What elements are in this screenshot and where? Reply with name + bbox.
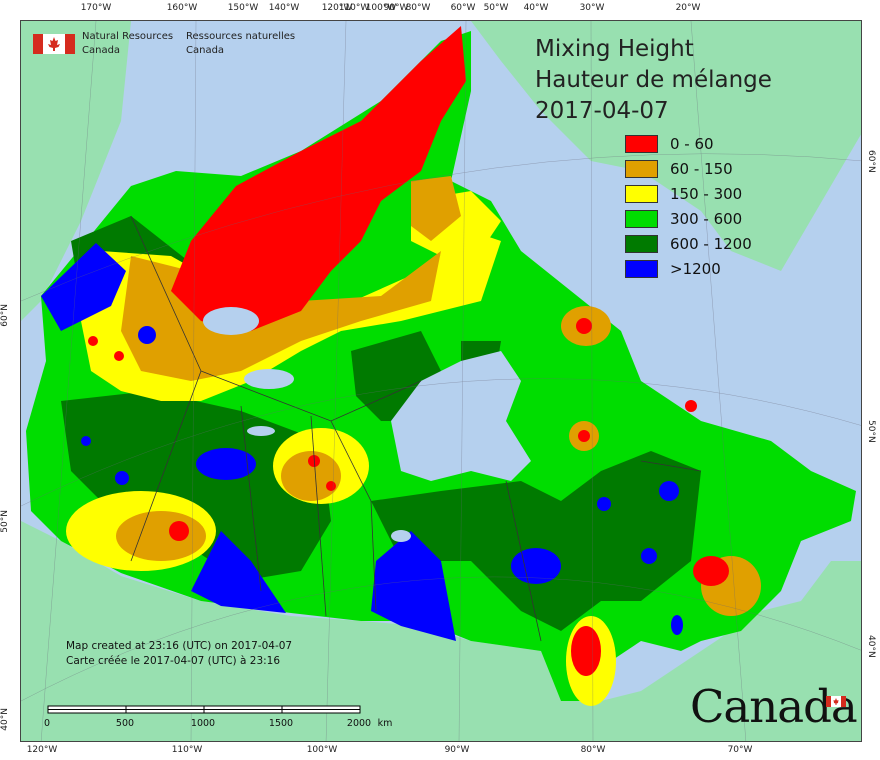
legend-label: >1200 [670,260,721,278]
lakes [203,307,411,542]
legend-label: 150 - 300 [670,185,743,203]
map-canvas[interactable] [20,20,862,742]
legend-swatch [625,135,658,153]
tick-top: 80°W [405,3,431,13]
legend-label: 600 - 1200 [670,235,752,253]
tick-top: 120°W [321,3,353,13]
scale-label: 500 [115,718,135,729]
scale-label: 0 [43,718,51,729]
tick-left: 60°N [0,304,10,327]
legend-swatch [625,235,658,253]
agency-en-line2: Canada [82,45,121,56]
map-title-fr: Hauteur de mélange [535,67,772,93]
legend-label: 60 - 150 [670,160,733,178]
legend-item: >1200 [625,259,721,279]
tick-bottom: 90°W [444,745,470,755]
scale-label: 2000 [346,718,372,729]
legend-label: 300 - 600 [670,210,743,228]
credit-line-fr: Carte créée le 2017-04-07 (UTC) à 23:16 [66,655,281,667]
tick-top: 30°W [579,3,605,13]
map-title-en: Mixing Height [535,36,694,62]
province-borders [130,215,702,642]
tick-right: 50°N [866,420,876,443]
legend-label: 0 - 60 [670,135,714,153]
tick-top: 50°W [483,3,509,13]
tick-bottom: 70°W [727,745,753,755]
legend-item: 600 - 1200 [625,234,752,254]
hudson-bay [391,351,531,481]
tick-top: 100°W [365,3,397,13]
agency-fr-line1: Ressources naturelles [186,31,296,42]
tick-bottom: 80°W [580,745,606,755]
scale-bar [47,705,361,714]
legend-swatch [625,185,658,203]
tick-left: 50°N [0,510,10,533]
tick-top: 40°W [523,3,549,13]
canada-flag-icon [33,34,75,54]
scale-label: 1000 [190,718,216,729]
legend-item: 150 - 300 [625,184,742,204]
agency-name-en: Natural Resources Canada [82,30,173,58]
legend-item: 0 - 60 [625,134,714,154]
legend-swatch [625,210,658,228]
tick-top: 90°W [383,3,409,13]
tick-top: 160°W [166,3,198,13]
tick-top: 170°W [80,3,112,13]
tick-left: 40°N [0,708,10,731]
tick-bottom: 100°W [306,745,338,755]
legend-item: 300 - 600 [625,209,742,229]
scale-label: 1500 [268,718,294,729]
legend-swatch [625,260,658,278]
tick-top: 20°W [675,3,701,13]
tick-right: 40°N [866,635,876,658]
tick-top: 60°W [450,3,476,13]
legend-item: 60 - 150 [625,159,733,179]
map-date: 2017-04-07 [535,98,669,124]
tick-right: 60°N [866,150,876,173]
tick-top: 140°W [268,3,300,13]
agency-fr-line2: Canada [186,45,225,56]
range-over-1200 [41,243,683,641]
credit-line-en: Map created at 23:16 (UTC) on 2017-04-07 [66,640,293,652]
wordmark-flag-icon [826,692,846,707]
agency-en-line1: Natural Resources [82,31,174,42]
foreign-land [21,21,861,741]
tick-top: 150°W [227,3,259,13]
mixing-height-map [21,21,861,741]
graticule [21,21,861,741]
tick-top: 110°W [338,3,370,13]
legend-swatch [625,160,658,178]
scale-unit: km [377,718,393,729]
agency-name-fr: Ressources naturelles Canada [186,30,295,58]
tick-bottom: 120°W [26,745,58,755]
tick-bottom: 110°W [171,745,203,755]
